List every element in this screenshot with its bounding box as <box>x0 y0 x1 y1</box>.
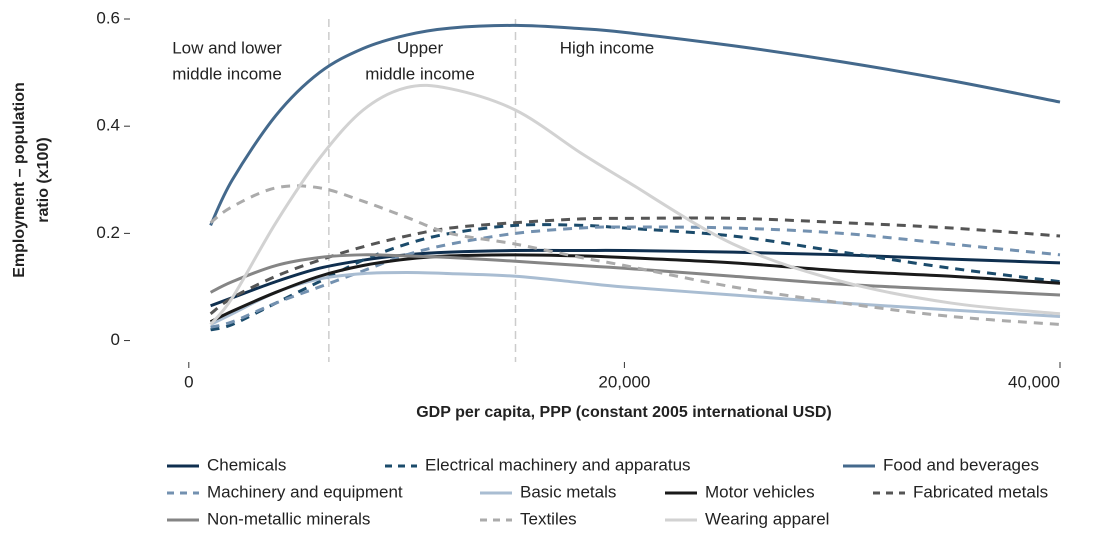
legend-label: Basic metals <box>520 482 616 501</box>
series-line <box>209 216 1061 315</box>
legend-label: Textiles <box>520 509 577 528</box>
y-tick-label: 0.2 <box>96 223 120 242</box>
x-axis-label: GDP per capita, PPP (constant 2005 inter… <box>416 404 832 421</box>
series-line <box>209 253 1061 324</box>
legend-label: Fabricated metals <box>913 482 1048 501</box>
x-tick-label: 40,000 <box>1008 372 1060 391</box>
x-tick-label: 0 <box>184 372 193 391</box>
legend-label: Wearing apparel <box>705 509 829 528</box>
y-tick-label: 0.4 <box>96 116 120 135</box>
y-axis-label: Employment – population ratio (x100) <box>11 82 52 278</box>
y-axis-label-line: ratio (x100) <box>35 137 52 222</box>
region-label: High income <box>560 38 655 57</box>
series-line <box>210 225 1061 329</box>
legend-label: Chemicals <box>207 455 286 474</box>
legend-label: Electrical machinery and apparatus <box>425 455 691 474</box>
series-line <box>209 83 1061 326</box>
x-tick-label: 20,000 <box>598 372 650 391</box>
series-line <box>209 23 1061 226</box>
region-label: middle income <box>172 64 282 83</box>
y-tick-label: 0 <box>111 330 120 349</box>
region-label: Upper <box>397 38 444 57</box>
y-tick-label: 0.6 <box>96 8 120 27</box>
legend-label: Motor vehicles <box>705 482 815 501</box>
y-axis-label-line: Employment – population <box>11 82 28 278</box>
series-line <box>210 223 1061 332</box>
legend-label: Non-metallic minerals <box>207 509 370 528</box>
region-label: middle income <box>365 64 475 83</box>
series-line <box>210 248 1061 308</box>
legend-label: Food and beverages <box>883 455 1039 474</box>
legend-label: Machinery and equipment <box>207 482 403 501</box>
region-label: Low and lower <box>172 38 282 57</box>
series-line <box>209 184 1061 326</box>
